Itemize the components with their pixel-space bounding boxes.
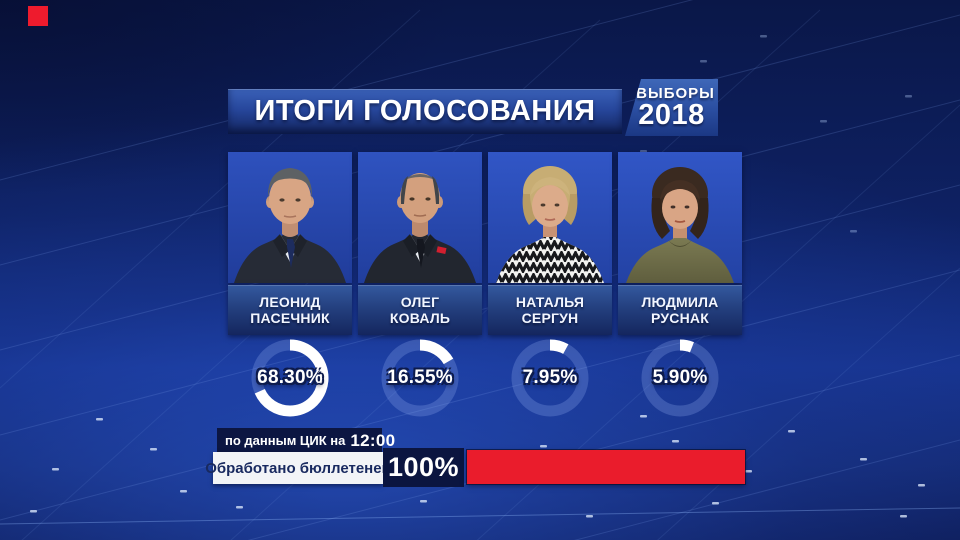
candidate-photo [228, 152, 352, 283]
result-percentage: 7.95% [522, 367, 578, 388]
candidate-first-name: ОЛЕГ [400, 294, 440, 310]
candidate-last-name: РУСНАК [651, 310, 709, 326]
data-source-text: по данным ЦИК на [225, 433, 346, 448]
candidate-photo [618, 152, 742, 283]
processed-ballots-label: Обработано бюллетеней [205, 452, 391, 484]
candidate-card-pasechnik: ЛЕОНИД ПАСЕЧНИК 68.30% [228, 152, 352, 422]
title-bar: ИТОГИ ГОЛОСОВАНИЯ [228, 89, 622, 134]
processed-percent-value: 100% [383, 448, 464, 487]
candidate-card-sergun: НАТАЛЬЯ СЕРГУН 7.95% [488, 152, 612, 422]
processed-progress-bar [466, 449, 746, 485]
candidate-name-plate: ЛЕОНИД ПАСЕЧНИК [228, 285, 352, 335]
candidate-card-rusnak: ЛЮДМИЛА РУСНАК 5.90% [618, 152, 742, 422]
data-source-box: по данным ЦИК на 12:00 [217, 428, 395, 453]
candidate-last-name: КОВАЛЬ [389, 310, 451, 326]
result-donut-chart: 5.90% [638, 336, 722, 420]
election-2018-badge: ВЫБОРЫ 2018 [625, 79, 718, 136]
red-marker-square [28, 6, 48, 26]
candidate-last-name: ПАСЕЧНИК [250, 310, 330, 326]
result-donut-chart: 7.95% [508, 336, 592, 420]
candidate-photo [358, 152, 482, 283]
candidate-first-name: НАТАЛЬЯ [515, 294, 585, 310]
result-donut-chart: 16.55% [378, 336, 462, 420]
candidate-name-plate: ОЛЕГ КОВАЛЬ [358, 285, 482, 335]
candidate-photo [488, 152, 612, 283]
result-percentage: 16.55% [387, 367, 453, 388]
page-title: ИТОГИ ГОЛОСОВАНИЯ [254, 95, 596, 127]
result-percentage: 5.90% [652, 367, 708, 388]
candidate-name-plate: ЛЮДМИЛА РУСНАК [618, 285, 742, 335]
candidate-first-name: ЛЕОНИД [259, 294, 321, 310]
badge-label: ВЫБОРЫ [636, 85, 715, 102]
result-donut-chart: 68.30% [248, 336, 332, 420]
data-source-time: 12:00 [350, 430, 396, 450]
candidate-card-koval: ОЛЕГ КОВАЛЬ 16.55% [358, 152, 482, 422]
badge-year: 2018 [638, 99, 705, 131]
candidate-last-name: СЕРГУН [521, 310, 579, 326]
candidate-first-name: ЛЮДМИЛА [641, 294, 719, 310]
candidate-name-plate: НАТАЛЬЯ СЕРГУН [488, 285, 612, 335]
result-percentage: 68.30% [257, 367, 323, 388]
